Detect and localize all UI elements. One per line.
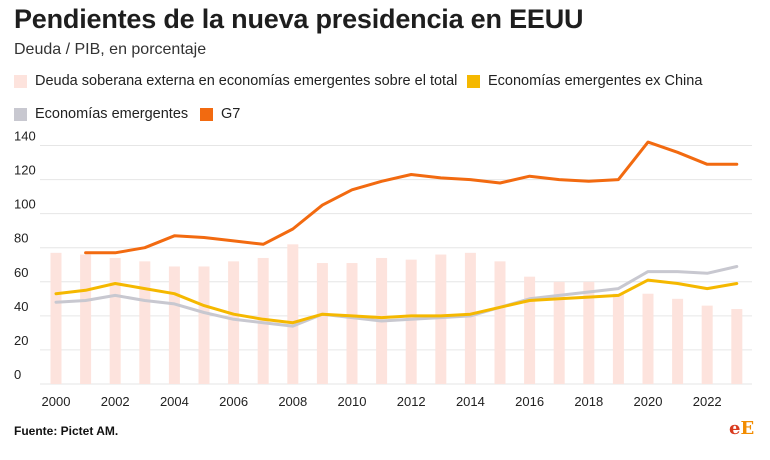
el-economista-logo: eE bbox=[729, 418, 755, 439]
y-tick-label: 80 bbox=[14, 231, 28, 246]
bar-2003 bbox=[139, 261, 151, 384]
x-tick-label: 2006 bbox=[219, 394, 248, 409]
legend-item-emerging: Economías emergentes bbox=[14, 106, 188, 122]
bar-2023 bbox=[731, 309, 743, 384]
x-tick-label: 2002 bbox=[101, 394, 130, 409]
bar-2013 bbox=[435, 254, 447, 384]
y-tick-label: 0 bbox=[14, 367, 21, 382]
bar-2015 bbox=[494, 261, 506, 384]
bar-2001 bbox=[80, 254, 92, 384]
x-tick-label: 2014 bbox=[456, 394, 485, 409]
axes: 0 20 40 60 80 100 120 140 2000 2002 2004 2006 2008 20… bbox=[14, 129, 722, 409]
y-tick-label: 60 bbox=[14, 265, 28, 280]
legend-swatch-external-debt bbox=[14, 74, 27, 88]
line-g7 bbox=[84, 140, 739, 255]
y-tick-label: 100 bbox=[14, 197, 36, 212]
y-tick-label: 20 bbox=[14, 333, 28, 348]
legend-label-emerging: Economías emergentes bbox=[35, 106, 189, 122]
bar-2008 bbox=[287, 244, 299, 384]
x-tick-label: 2008 bbox=[278, 394, 307, 409]
legend-label-g7: G7 bbox=[221, 106, 241, 122]
bar-2000 bbox=[50, 252, 62, 384]
legend-label-external-debt: Deuda soberana externa en economías emer… bbox=[35, 73, 458, 89]
x-tick-label: 2016 bbox=[515, 394, 544, 409]
bar-2010 bbox=[346, 263, 358, 384]
bar-2018 bbox=[583, 281, 595, 384]
bar-2017 bbox=[553, 281, 565, 384]
legend-label-em-ex-china: Economías emergentes ex China bbox=[488, 73, 703, 89]
bar-2005 bbox=[198, 266, 210, 384]
bar-2021 bbox=[672, 298, 684, 384]
x-tick-label: 2012 bbox=[397, 394, 426, 409]
chart-title: Pendientes de la nueva presidencia en EE… bbox=[14, 4, 584, 34]
source-note: Fuente: Pictet AM. bbox=[14, 424, 119, 438]
y-tick-label: 140 bbox=[14, 129, 36, 144]
y-tick-label: 120 bbox=[14, 163, 36, 178]
bar-2022 bbox=[701, 305, 713, 384]
y-tick-label: 40 bbox=[14, 299, 28, 314]
line-em-ex-china bbox=[54, 278, 739, 325]
bar-2019 bbox=[612, 293, 624, 384]
bar-2020 bbox=[642, 293, 654, 384]
legend-swatch-g7 bbox=[200, 107, 213, 121]
bar-2012 bbox=[405, 259, 417, 384]
legend-item-em-ex-china: Economías emergentes ex China bbox=[467, 73, 702, 89]
x-tick-label: 2004 bbox=[160, 394, 189, 409]
x-tick-label: 2010 bbox=[338, 394, 367, 409]
bar-2014 bbox=[464, 252, 476, 384]
legend-swatch-emerging bbox=[14, 107, 27, 121]
chart-subtitle: Deuda / PIB, en porcentaje bbox=[14, 41, 207, 58]
x-tick-label: 2022 bbox=[693, 394, 722, 409]
bar-2002 bbox=[109, 257, 121, 384]
bar-2004 bbox=[168, 266, 180, 384]
bar-2016 bbox=[524, 276, 536, 384]
legend: Deuda soberana externa en economías emer… bbox=[0, 0, 770, 130]
lines bbox=[54, 140, 739, 328]
x-tick-label: 2020 bbox=[634, 394, 663, 409]
legend-swatch-em-ex-china bbox=[467, 74, 480, 88]
gridlines bbox=[40, 145, 752, 385]
legend-item-g7: G7 bbox=[200, 106, 240, 122]
legend-item-external-debt: Deuda soberana externa en economías emer… bbox=[14, 73, 457, 89]
line-emerging bbox=[54, 265, 739, 328]
bar-2009 bbox=[316, 263, 328, 384]
bar-2006 bbox=[228, 261, 240, 384]
x-tick-label: 2000 bbox=[42, 394, 71, 409]
bars-external-debt-share bbox=[50, 244, 743, 384]
bar-2007 bbox=[257, 257, 269, 384]
x-tick-label: 2018 bbox=[574, 394, 603, 409]
